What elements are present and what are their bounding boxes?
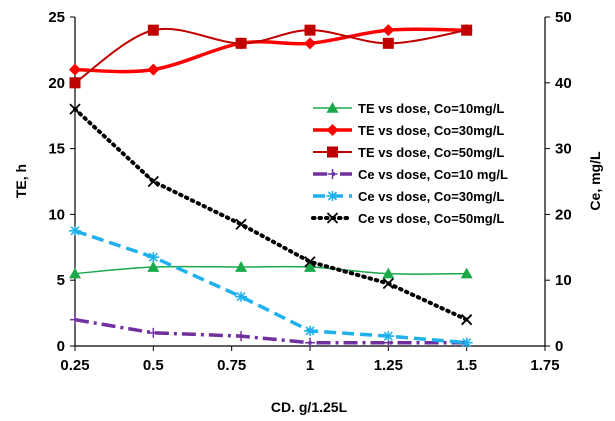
legend-swatch-marker: [326, 124, 339, 136]
legend-entry: TE vs dose, Co=30mg/L: [313, 123, 504, 138]
legend-entry: Ce vs dose, Co=30mg/L: [313, 189, 504, 204]
data-point: [147, 24, 159, 36]
legend-label: TE vs dose, Co=30mg/L: [358, 123, 504, 138]
data-point: [235, 218, 247, 230]
data-point: [382, 331, 395, 342]
data-point: [460, 267, 473, 279]
x-tick-label: 0.75: [217, 357, 246, 374]
legend-label: Ce vs dose, Co=30mg/L: [358, 189, 504, 204]
x-tick-label: 1.75: [530, 357, 559, 374]
data-point: [69, 103, 81, 115]
series-line: [73, 107, 469, 322]
legend-entry: Ce vs dose, Co=10 mg/L: [313, 167, 508, 182]
data-point: [304, 256, 316, 268]
data-point: [69, 63, 81, 76]
y2-tick-label: 40: [555, 75, 572, 92]
x-tick-label: 1.25: [374, 357, 403, 374]
marker-stroke: [147, 175, 159, 188]
y2-tick-label: 0: [555, 338, 563, 355]
series-layer: [69, 24, 473, 348]
y-tick-label: 10: [48, 206, 65, 223]
data-point: [148, 327, 159, 338]
series-line: [74, 27, 467, 84]
series-2: [69, 24, 473, 76]
legend-swatch-marker: [326, 191, 339, 201]
data-point: [147, 175, 159, 188]
data-point: [304, 37, 316, 50]
y-tick-label: 25: [48, 9, 65, 26]
series-line: [74, 27, 467, 74]
legend-swatch-marker: [327, 146, 338, 158]
series-5: [69, 225, 473, 348]
y-axis-title: TE, h: [13, 164, 29, 198]
legend-label: Ce vs dose, Co=10 mg/L: [358, 167, 508, 182]
x-tick-label: 1: [306, 357, 314, 374]
data-point: [304, 325, 316, 336]
series-3: [69, 24, 473, 89]
legend-entry: Ce vs dose, Co=50mg/L: [311, 211, 504, 226]
data-point: [305, 337, 315, 348]
legend: TE vs dose, Co=10mg/L TE vs dose, Co=30mg…: [311, 101, 508, 226]
y-tick-label: 0: [57, 338, 65, 355]
x-tick-label: 0.5: [143, 357, 164, 374]
data-point: [235, 37, 247, 49]
data-point: [69, 225, 81, 236]
y2-tick-label: 50: [555, 9, 572, 26]
legend-label: Ce vs dose, Co=50mg/L: [358, 211, 504, 226]
data-point: [460, 337, 473, 348]
legend-swatch-marker: [326, 102, 339, 113]
x-tick-label: 0.25: [60, 357, 89, 374]
series-6: [69, 103, 473, 326]
axis-ticks: 0.25 0.5 0.75 1 1.25 1.5 1.75 0 5 10 15 20 25 0 10 20 30…: [48, 9, 571, 374]
y2-tick-label: 20: [555, 206, 572, 223]
y2-tick-label: 10: [555, 272, 572, 289]
data-point: [461, 24, 473, 36]
data-point: [382, 37, 394, 49]
series-4: [70, 314, 472, 348]
data-point: [304, 24, 316, 36]
x-axis-title: CD. g/1.25L: [271, 399, 348, 415]
data-point: [235, 261, 248, 272]
data-point: [382, 277, 394, 290]
y2-tick-label: 30: [555, 141, 572, 158]
data-point: [461, 314, 473, 326]
legend-label: TE vs dose, Co=50mg/L: [358, 145, 504, 160]
y-tick-label: 15: [48, 141, 65, 158]
data-point: [382, 24, 395, 37]
y-tick-label: 20: [48, 75, 65, 92]
data-point: [147, 252, 160, 263]
legend-entry: TE vs dose, Co=50mg/L: [313, 145, 504, 160]
marker-stroke: [304, 256, 316, 268]
legend-label: TE vs dose, Co=10mg/L: [358, 101, 504, 116]
data-point: [235, 291, 248, 302]
series-line: [74, 265, 467, 275]
marker-stroke: [69, 103, 81, 115]
data-point: [382, 267, 395, 279]
data-point: [236, 331, 247, 342]
y2-axis-title: Ce, mg/L: [587, 151, 603, 211]
x-tick-label: 1.5: [456, 357, 477, 374]
y-tick-label: 5: [57, 272, 65, 289]
data-point: [304, 261, 316, 272]
data-point: [147, 261, 160, 272]
series-1: [69, 261, 473, 279]
marker-stroke: [461, 314, 473, 326]
marker-stroke: [326, 212, 339, 224]
data-point: [147, 63, 160, 76]
data-point: [69, 77, 81, 89]
marker-stroke: [382, 277, 394, 290]
series-line: [74, 229, 467, 345]
data-point: [69, 267, 81, 279]
legend-swatch-marker: [326, 212, 339, 224]
marker-stroke: [235, 218, 247, 230]
series-line: [74, 317, 467, 345]
legend-swatch-marker: [327, 169, 338, 179]
data-point: [70, 314, 80, 325]
legend-entry: TE vs dose, Co=10mg/L: [313, 101, 504, 116]
